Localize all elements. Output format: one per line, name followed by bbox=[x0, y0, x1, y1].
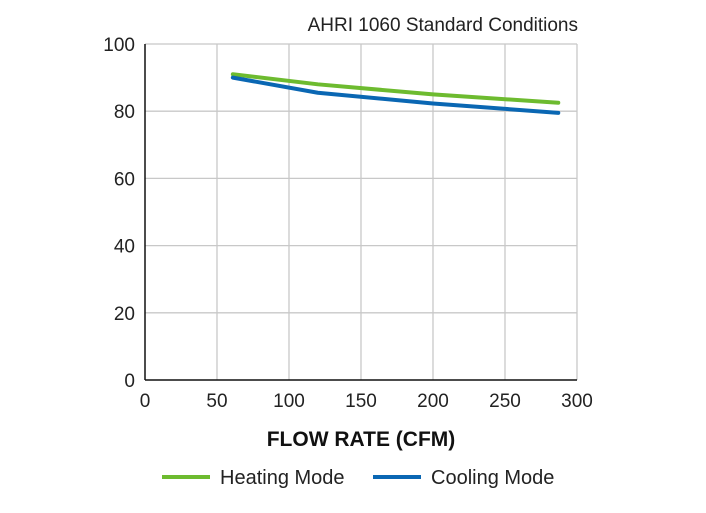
x-axis-label: FLOW RATE (CFM) bbox=[267, 428, 456, 451]
x-tick-label: 100 bbox=[273, 391, 305, 412]
x-tick-label: 50 bbox=[206, 391, 227, 412]
series-line-cooling-mode bbox=[230, 75, 561, 115]
y-tick-label: 60 bbox=[114, 169, 135, 190]
y-tick-label: 100 bbox=[103, 35, 135, 56]
x-tick-label: 300 bbox=[561, 391, 593, 412]
y-tick-label: 0 bbox=[124, 371, 135, 392]
y-tick-label: 40 bbox=[114, 237, 135, 258]
x-tick-label: 200 bbox=[417, 391, 449, 412]
chart-title: AHRI 1060 Standard Conditions bbox=[308, 15, 578, 36]
x-tick-label: 150 bbox=[345, 391, 377, 412]
y-tick-label: 80 bbox=[114, 102, 135, 123]
legend-label: Heating Mode bbox=[220, 467, 345, 489]
x-tick-label: 250 bbox=[489, 391, 521, 412]
x-tick-label: 0 bbox=[140, 391, 151, 412]
series-line-heating-mode bbox=[230, 72, 561, 105]
y-tick-label: 20 bbox=[114, 304, 135, 325]
legend-label: Cooling Mode bbox=[431, 467, 554, 489]
